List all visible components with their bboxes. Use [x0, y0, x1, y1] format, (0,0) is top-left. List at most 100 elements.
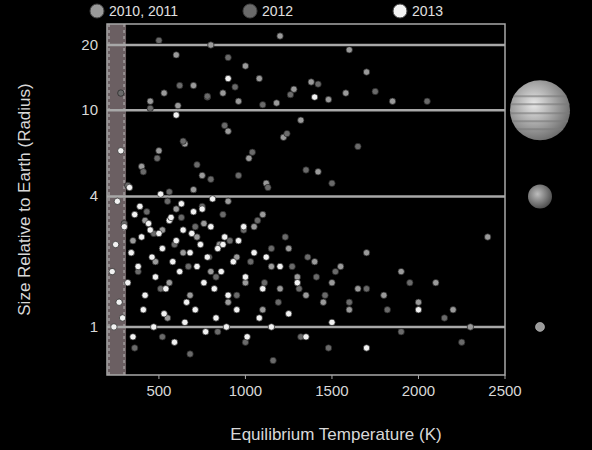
legend-label: 2012: [262, 3, 293, 19]
planet-point: [260, 211, 266, 217]
planet-point: [459, 339, 465, 345]
planet-point: [144, 209, 150, 215]
planet-point: [220, 211, 226, 217]
planet-point: [182, 319, 188, 325]
planet-point: [268, 324, 274, 330]
planet-point: [234, 292, 240, 298]
planet-point: [199, 172, 205, 178]
planet-point: [415, 307, 421, 313]
planet-point: [346, 299, 352, 305]
planet-point: [220, 241, 226, 247]
planet-point: [225, 75, 231, 81]
planet-point: [173, 237, 179, 243]
planet-point: [246, 155, 252, 161]
planet-point: [287, 91, 293, 97]
planet-point: [194, 263, 200, 269]
planet-point: [140, 169, 146, 175]
planet-point: [256, 315, 262, 321]
planet-point: [176, 82, 182, 88]
planet-point: [337, 263, 343, 269]
legend-marker: [393, 4, 407, 18]
planet-point: [355, 286, 361, 292]
planet-point: [149, 254, 155, 260]
planet-point: [202, 329, 208, 335]
planet-point: [355, 143, 361, 149]
planet-point: [268, 263, 274, 269]
planet-point: [381, 292, 387, 298]
planet-point: [190, 82, 196, 88]
planet-point: [218, 268, 224, 274]
planet-point: [164, 198, 170, 204]
planet-point: [151, 324, 157, 330]
planet-point: [346, 307, 352, 313]
planet-point: [221, 234, 227, 240]
planet-point: [189, 230, 195, 236]
planet-point: [363, 345, 369, 351]
planet-point: [166, 279, 172, 285]
planet-point: [389, 98, 395, 104]
planet-point: [173, 206, 179, 212]
planet-point: [128, 250, 134, 256]
legend-marker: [90, 4, 104, 18]
planet-point: [118, 90, 124, 96]
planet-point: [161, 311, 167, 317]
planet-point: [450, 307, 456, 313]
planet-point: [154, 155, 160, 161]
planet-point: [235, 237, 241, 243]
planet-point: [211, 286, 217, 292]
planet-point: [213, 315, 219, 321]
planet-point: [261, 279, 267, 285]
planet-point: [263, 254, 269, 260]
planet-point: [201, 279, 207, 285]
planet-point: [192, 224, 198, 230]
y-tick-label: 1: [90, 318, 98, 335]
legend-label: 2013: [412, 3, 443, 19]
planet-point: [346, 47, 352, 53]
planet-point: [121, 224, 127, 230]
planet-point: [197, 241, 203, 247]
planet-point: [187, 250, 193, 256]
planet-point: [163, 286, 169, 292]
planet-point: [329, 319, 335, 325]
planet-point: [242, 274, 248, 280]
planet-point: [467, 324, 473, 330]
planet-point: [111, 324, 117, 330]
planet-point: [241, 224, 247, 230]
x-tick-label: 1500: [315, 382, 348, 399]
jupiter-band: [512, 120, 568, 122]
planet-point: [441, 315, 447, 321]
planet-point: [168, 214, 174, 220]
planet-point: [130, 237, 136, 243]
planet-point: [171, 339, 177, 345]
grid-line: [107, 109, 505, 112]
band-edge: [124, 24, 125, 375]
planet-point: [175, 102, 181, 108]
planet-point: [332, 268, 338, 274]
x-tick-label: 500: [146, 382, 171, 399]
planet-point: [363, 69, 369, 75]
planet-point: [125, 279, 131, 285]
x-axis-title: Equilibrium Temperature (K): [230, 425, 441, 444]
planet-point: [251, 224, 257, 230]
planet-point: [221, 122, 227, 128]
planet-point: [372, 88, 378, 94]
planet-point: [260, 286, 266, 292]
jupiter-band: [510, 112, 570, 114]
planet-point: [254, 217, 260, 223]
planet-point: [256, 75, 262, 81]
planet-point: [305, 254, 311, 260]
planet-point: [166, 189, 172, 195]
habitable-band: [107, 24, 126, 375]
planet-point: [311, 94, 317, 100]
planet-point: [119, 315, 125, 321]
planet-point: [244, 334, 250, 340]
x-tick-label: 1000: [229, 382, 262, 399]
planet-point: [484, 234, 490, 240]
planet-point: [126, 184, 132, 190]
planet-point: [285, 245, 291, 251]
planet-point: [199, 206, 205, 212]
y-axis-title: Size Relative to Earth (Radius): [15, 83, 34, 315]
planet-point: [407, 279, 413, 285]
planet-point: [260, 307, 266, 313]
planet-point: [130, 334, 136, 340]
